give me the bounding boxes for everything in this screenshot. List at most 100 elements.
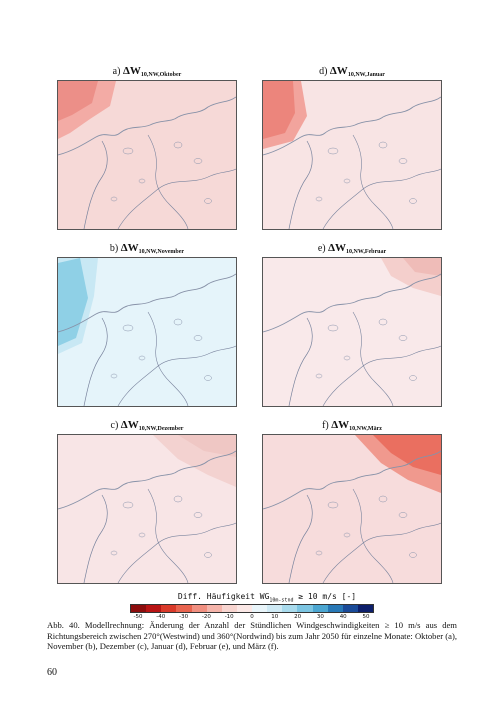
legend-swatch <box>206 605 222 612</box>
panel-subscript: 10,NW,Januar <box>347 72 385 78</box>
legend-swatch <box>342 605 358 612</box>
panel-label: e) <box>317 243 326 254</box>
lake <box>315 373 323 379</box>
map-panel: f) ΔW10,NW,März <box>262 418 442 584</box>
lake <box>327 501 339 509</box>
lake <box>204 552 212 558</box>
lake <box>193 158 203 164</box>
strong-change-region <box>263 81 295 139</box>
lake <box>398 512 408 518</box>
map-drawing <box>263 81 441 229</box>
panel-subscript: 10,NW,Oktober <box>140 72 182 78</box>
map-image <box>262 80 442 230</box>
border-line <box>117 522 236 583</box>
lake <box>110 550 118 556</box>
coastline <box>263 450 441 510</box>
coastline <box>58 450 236 510</box>
legend-swatch <box>236 605 252 612</box>
lake <box>315 550 323 556</box>
legend-tick-label: 30 <box>316 614 324 620</box>
border-line <box>117 345 236 406</box>
panel-label: f) <box>322 420 329 431</box>
lake <box>343 355 351 361</box>
lake <box>173 141 183 149</box>
panel-symbol: ΔW <box>122 65 141 77</box>
map-panel: a) ΔW10,NW,Oktober <box>57 64 237 230</box>
map-panel: d) ΔW10,NW,Januar <box>262 64 442 230</box>
panel-label: c) <box>110 420 119 431</box>
lake <box>327 324 339 332</box>
lake <box>398 335 408 341</box>
panel-symbol: ΔW <box>329 65 348 77</box>
lake <box>409 375 417 381</box>
legend-tick-label: 0 <box>250 614 254 620</box>
panel-subscript: 10,NW,Dezember <box>138 426 184 432</box>
lake <box>398 158 408 164</box>
legend-swatch <box>176 605 192 612</box>
river-line <box>147 488 189 583</box>
border-line <box>117 168 236 229</box>
strong-change-region <box>58 81 98 121</box>
legend-swatch <box>131 605 147 612</box>
map-panel: c) ΔW10,NW,Dezember <box>57 418 237 584</box>
river-line <box>147 311 189 406</box>
border-line <box>322 168 441 229</box>
lake <box>138 178 146 184</box>
map-image <box>262 434 442 584</box>
map-panel: e) ΔW10,NW,Februar <box>262 241 442 407</box>
legend-swatch <box>221 605 237 612</box>
map-drawing <box>58 258 236 406</box>
border-line <box>322 522 441 583</box>
panel-title: c) ΔW10,NW,Dezember <box>57 418 237 432</box>
map-drawing <box>263 435 441 583</box>
lake <box>327 147 339 155</box>
lake <box>343 178 351 184</box>
panel-title: e) ΔW10,NW,Februar <box>262 241 442 255</box>
legend-tick-label: 50 <box>362 614 370 620</box>
legend-color-bar <box>130 604 374 613</box>
panel-title: a) ΔW10,NW,Oktober <box>57 64 237 78</box>
figure-caption: Abb. 40. Modellrechnung: Änderung der An… <box>47 620 457 652</box>
lake <box>193 335 203 341</box>
color-legend: Diff. Häufigkeit WG10m-stnd ≥ 10 m/s [-]… <box>130 591 374 622</box>
lake <box>173 495 183 503</box>
lake <box>409 198 417 204</box>
panel-label: a) <box>112 66 121 77</box>
legend-tick-label: 20 <box>294 614 302 620</box>
panel-subscript: 10,NW,November <box>138 249 185 255</box>
legend-swatch <box>252 605 268 612</box>
river-line <box>288 317 313 406</box>
panel-symbol: ΔW <box>328 242 347 254</box>
legend-swatch <box>161 605 177 612</box>
strong-change-region <box>58 258 88 346</box>
river-line <box>147 134 189 229</box>
lake <box>315 196 323 202</box>
coastline <box>263 273 441 333</box>
lake <box>110 196 118 202</box>
legend-tick-label: -50 <box>133 614 143 620</box>
legend-tick-label: 10 <box>271 614 279 620</box>
lake <box>204 375 212 381</box>
river-line <box>83 317 108 406</box>
legend-swatch <box>297 605 313 612</box>
coastline <box>58 96 236 156</box>
strong-change-region <box>373 435 441 475</box>
river-line <box>83 494 108 583</box>
panel-subscript: 10,NW,Februar <box>346 249 387 255</box>
river-line <box>288 494 313 583</box>
coastline <box>263 96 441 156</box>
strong-change-region <box>178 435 236 457</box>
legend-tick-label: -40 <box>156 614 166 620</box>
river-line <box>288 140 313 229</box>
panel-title: b) ΔW10,NW,November <box>57 241 237 255</box>
legend-swatch <box>327 605 343 612</box>
lake <box>122 324 134 332</box>
lake <box>343 532 351 538</box>
border-line <box>322 345 441 406</box>
strong-change-region <box>403 258 441 276</box>
lake <box>122 147 134 155</box>
legend-swatch <box>267 605 283 612</box>
map-panel: b) ΔW10,NW,November <box>57 241 237 407</box>
legend-tick-label: -10 <box>224 614 234 620</box>
river-line <box>352 134 394 229</box>
